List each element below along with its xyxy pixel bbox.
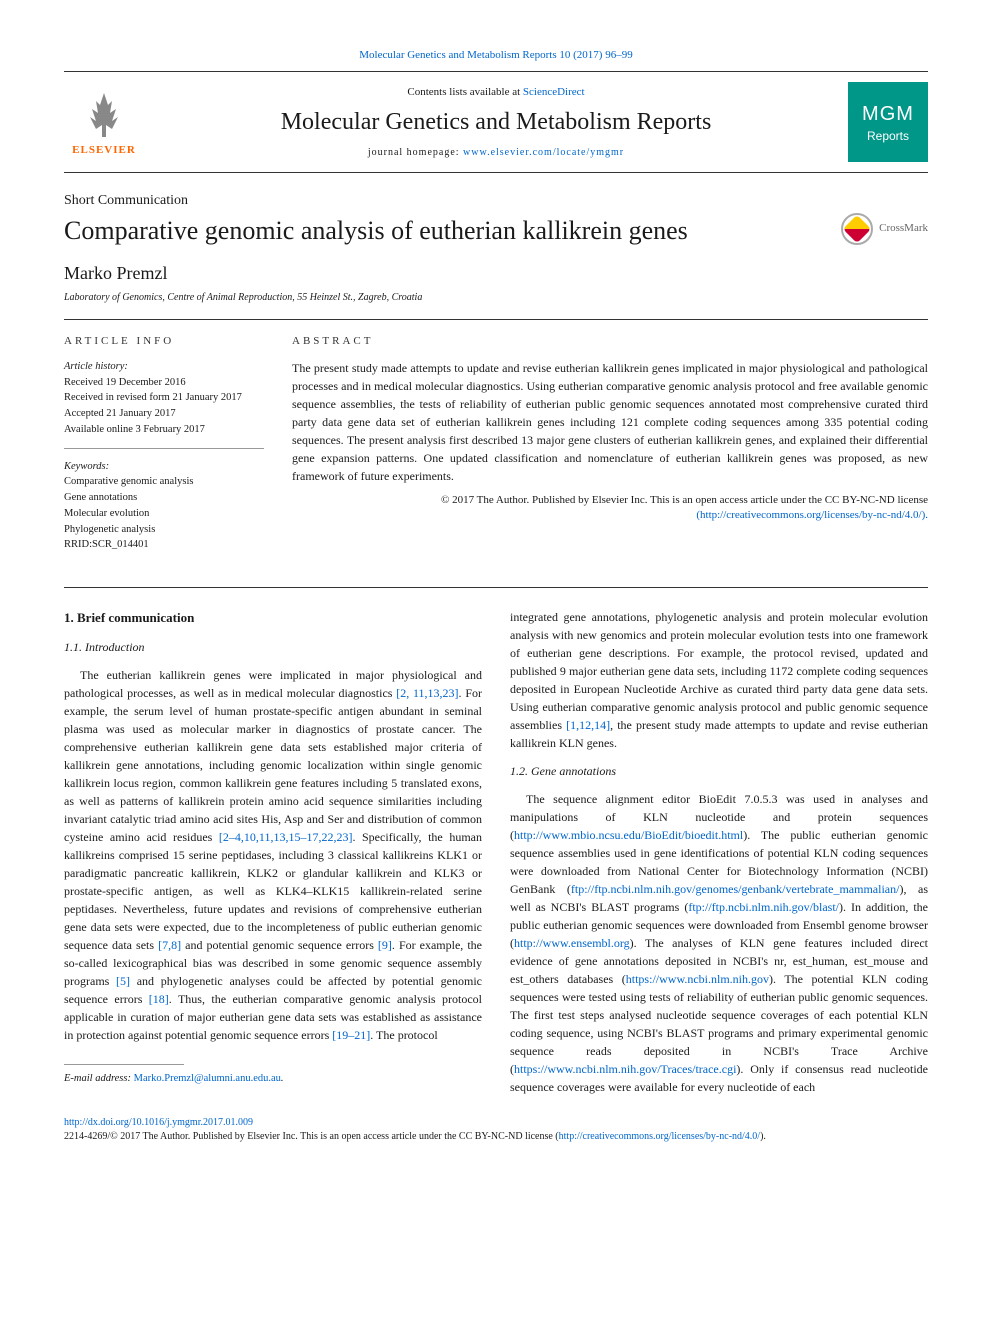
journal-cover-icon: MGM Reports xyxy=(848,82,928,162)
keyword: Gene annotations xyxy=(64,490,264,506)
section-heading: 1. Brief communication xyxy=(64,608,482,628)
subsection-heading: 1.1. Introduction xyxy=(64,638,482,656)
subsection-heading: 1.2. Gene annotations xyxy=(510,762,928,780)
crossmark-badge[interactable]: CrossMark xyxy=(841,213,928,245)
journal-homepage-link[interactable]: www.elsevier.com/locate/ymgmr xyxy=(463,147,624,158)
body-paragraph: The eutherian kallikrein genes were impl… xyxy=(64,666,482,1044)
author-name: Marko Premzl xyxy=(64,261,928,286)
citation-link[interactable]: [2–4,10,11,13,15–17,22,23] xyxy=(219,830,353,844)
external-link[interactable]: ftp://ftp.ncbi.nlm.nih.gov/genomes/genba… xyxy=(571,882,900,896)
keywords-block: Keywords: Comparative genomic analysis G… xyxy=(64,459,264,564)
history-item: Received 19 December 2016 xyxy=(64,375,264,391)
article-info-label: ARTICLE INFO xyxy=(64,334,264,349)
elsevier-tree-icon xyxy=(76,87,132,143)
running-header: Molecular Genetics and Metabolism Report… xyxy=(64,48,928,63)
sciencedirect-link[interactable]: ScienceDirect xyxy=(523,86,585,98)
journal-homepage: journal homepage: www.elsevier.com/locat… xyxy=(164,146,828,160)
article-title: Comparative genomic analysis of eutheria… xyxy=(64,213,841,249)
external-link[interactable]: http://www.mbio.ncsu.edu/BioEdit/bioedit… xyxy=(514,828,743,842)
abstract-label: ABSTRACT xyxy=(292,334,928,349)
citation-link[interactable]: [7,8] xyxy=(158,938,181,952)
citation-link[interactable]: [5] xyxy=(116,974,130,988)
corresponding-email: E-mail address: Marko.Premzl@alumni.anu.… xyxy=(64,1071,482,1087)
email-link[interactable]: Marko.Premzl@alumni.anu.edu.au xyxy=(134,1073,281,1084)
journal-banner: ELSEVIER Contents lists available at Sci… xyxy=(64,71,928,173)
citation-link[interactable]: [2, 11,13,23] xyxy=(396,686,458,700)
body-paragraph: The sequence alignment editor BioEdit 7.… xyxy=(510,790,928,1096)
history-item: Received in revised form 21 January 2017 xyxy=(64,390,264,406)
external-link[interactable]: https://www.ncbi.nlm.nih.gov/Traces/trac… xyxy=(514,1062,736,1076)
history-item: Accepted 21 January 2017 xyxy=(64,406,264,422)
article-type: Short Communication xyxy=(64,191,928,211)
body-paragraph: integrated gene annotations, phylogeneti… xyxy=(510,608,928,752)
history-item: Available online 3 February 2017 xyxy=(64,422,264,438)
abstract-text: The present study made attempts to updat… xyxy=(292,359,928,485)
copyright-line: © 2017 The Author. Published by Elsevier… xyxy=(292,493,928,524)
external-link[interactable]: ftp://ftp.ncbi.nlm.nih.gov/blast/ xyxy=(688,900,839,914)
keyword: Comparative genomic analysis xyxy=(64,474,264,490)
running-header-link[interactable]: Molecular Genetics and Metabolism Report… xyxy=(359,49,632,61)
citation-link[interactable]: [19–21] xyxy=(332,1028,370,1042)
body-text: 1. Brief communication 1.1. Introduction… xyxy=(64,608,928,1096)
keyword: Phylogenetic analysis xyxy=(64,522,264,538)
external-link[interactable]: https://www.ncbi.nlm.nih.gov xyxy=(626,972,769,986)
footnote-divider xyxy=(64,1064,184,1065)
publisher-logo: ELSEVIER xyxy=(64,87,144,158)
crossmark-label: CrossMark xyxy=(879,221,928,236)
citation-link[interactable]: [18] xyxy=(149,992,169,1006)
contents-line: Contents lists available at ScienceDirec… xyxy=(164,85,828,100)
publisher-name: ELSEVIER xyxy=(72,143,136,158)
license-link[interactable]: http://creativecommons.org/licenses/by-n… xyxy=(559,1131,760,1142)
keyword: Molecular evolution xyxy=(64,506,264,522)
license-link[interactable]: (http://creativecommons.org/licenses/by-… xyxy=(696,509,928,521)
external-link[interactable]: http://www.ensembl.org xyxy=(514,936,630,950)
journal-name: Molecular Genetics and Metabolism Report… xyxy=(164,106,828,140)
article-history: Article history: Received 19 December 20… xyxy=(64,359,264,449)
keyword: RRID:SCR_014401 xyxy=(64,537,264,553)
citation-link[interactable]: [9] xyxy=(378,938,392,952)
doi-link[interactable]: http://dx.doi.org/10.1016/j.ymgmr.2017.0… xyxy=(64,1117,253,1128)
page-footer: http://dx.doi.org/10.1016/j.ymgmr.2017.0… xyxy=(64,1116,928,1144)
author-affiliation: Laboratory of Genomics, Centre of Animal… xyxy=(64,291,928,305)
citation-link[interactable]: [1,12,14] xyxy=(566,718,610,732)
